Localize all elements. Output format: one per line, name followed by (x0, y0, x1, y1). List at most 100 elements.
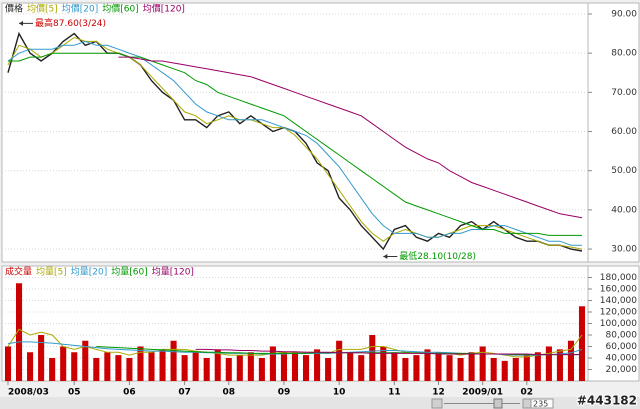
bar (490, 358, 497, 381)
bar (27, 352, 34, 381)
bar (38, 335, 45, 381)
bar (4, 346, 12, 381)
zoom-spin[interactable] (522, 398, 532, 409)
bar (280, 352, 287, 381)
bar (413, 355, 420, 381)
bar (556, 349, 563, 381)
y-tick-label: 60,000 (606, 342, 638, 352)
scroll-track (0, 397, 640, 409)
bar (435, 352, 442, 381)
bar (479, 346, 486, 381)
x-tick-label: 12 (432, 388, 445, 398)
bar (181, 355, 188, 381)
legend-entry: 均價[20] (62, 3, 98, 15)
x-tick-label: 07 (178, 388, 191, 398)
bar (291, 352, 299, 381)
y-tick-label: 80.00 (611, 49, 637, 59)
annotation: 最低28.10(10/28) (399, 250, 476, 262)
bar (236, 355, 243, 381)
bar (578, 306, 586, 381)
bar (115, 355, 122, 381)
series-line (118, 56, 583, 219)
bar (545, 346, 552, 381)
bar (49, 358, 56, 381)
bar (16, 283, 23, 381)
bar (258, 358, 265, 381)
bar (159, 349, 166, 381)
x-tick-label: 2009/01 (462, 388, 503, 398)
annotation-arrowhead (383, 254, 388, 260)
legend-entry: 價格 (5, 3, 23, 15)
y-tick-label: 180,000 (600, 273, 637, 283)
bar (247, 352, 254, 381)
bar (314, 349, 321, 381)
legend-entry: 成交量 (5, 266, 32, 278)
legend-entry: 均價[5] (27, 3, 58, 15)
legend-entry: 均價[120] (143, 3, 185, 15)
bar (325, 358, 332, 381)
bar (269, 346, 276, 381)
scroll-left[interactable] (431, 398, 443, 409)
bar (148, 352, 155, 381)
y-tick-label: 30.00 (611, 245, 637, 255)
bar (468, 352, 475, 381)
bar (534, 352, 541, 381)
zoom-value: 235 (533, 400, 548, 409)
x-tick-label: 11 (388, 388, 401, 398)
bar (369, 335, 376, 381)
x-tick-label: 09 (278, 388, 291, 398)
bar (380, 346, 387, 381)
x-tick-label: 02 (521, 388, 534, 398)
series-line (8, 52, 582, 236)
bar (137, 346, 144, 381)
legend-entry: 均量[5] (36, 266, 67, 278)
bar (523, 355, 530, 381)
x-tick-label: 05 (68, 388, 81, 398)
y-tick-label: 120,000 (600, 308, 637, 318)
bar (104, 352, 111, 381)
zoom-slider-thumb[interactable] (493, 398, 503, 409)
series-line (7, 40, 582, 246)
bar (60, 346, 67, 381)
bar (93, 358, 100, 381)
bar (358, 355, 365, 381)
bar (446, 355, 453, 381)
bar (214, 349, 221, 381)
series-line (195, 348, 582, 356)
y-tick-label: 60.00 (611, 127, 637, 137)
x-tick-label: 2008/03 (8, 388, 49, 398)
bar (512, 358, 519, 381)
bar (567, 340, 574, 381)
axis-area (587, 265, 640, 382)
bar (303, 355, 310, 381)
bar (391, 352, 398, 381)
bar (402, 358, 409, 381)
bar (336, 340, 343, 381)
x-tick-label: 10 (333, 388, 346, 398)
x-tick-label: 06 (123, 388, 136, 398)
y-tick-label: 40,000 (606, 354, 638, 364)
y-tick-label: 80,000 (606, 331, 638, 341)
zoom-box[interactable] (530, 398, 554, 409)
bar (225, 358, 232, 381)
bar (71, 352, 78, 381)
scroll-bar[interactable]: 235 (0, 397, 640, 409)
watermark: #443182 (577, 394, 637, 408)
bar (347, 352, 354, 381)
y-tick-label: 160,000 (600, 285, 637, 295)
bar (203, 358, 210, 381)
y-tick-label: 50.00 (611, 166, 637, 176)
bar (424, 349, 431, 381)
annotation-arrowhead (19, 20, 24, 26)
y-tick-label: 140,000 (600, 296, 637, 306)
legend-entry: 均量[120] (152, 266, 194, 278)
y-tick-label: 90.00 (611, 9, 637, 19)
legend-entry: 均量[60] (111, 266, 147, 278)
bar (192, 352, 199, 381)
y-tick-label: 100,000 (600, 319, 637, 329)
bar (82, 340, 89, 381)
annotation: 最高87.60(3/24) (35, 17, 106, 29)
bar (457, 358, 464, 381)
